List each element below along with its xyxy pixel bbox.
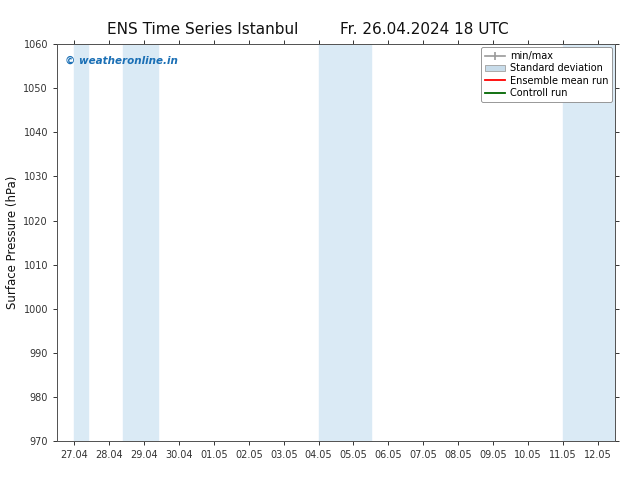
Text: ENS Time Series Istanbul: ENS Time Series Istanbul [107, 22, 299, 37]
Bar [319, 44, 371, 441]
Bar [124, 44, 158, 441]
Bar [75, 44, 89, 441]
Text: Fr. 26.04.2024 18 UTC: Fr. 26.04.2024 18 UTC [340, 22, 509, 37]
Text: © weatheronline.in: © weatheronline.in [65, 56, 178, 66]
Y-axis label: Surface Pressure (hPa): Surface Pressure (hPa) [6, 176, 19, 309]
Bar [563, 44, 615, 441]
Legend: min/max, Standard deviation, Ensemble mean run, Controll run: min/max, Standard deviation, Ensemble me… [481, 47, 612, 102]
